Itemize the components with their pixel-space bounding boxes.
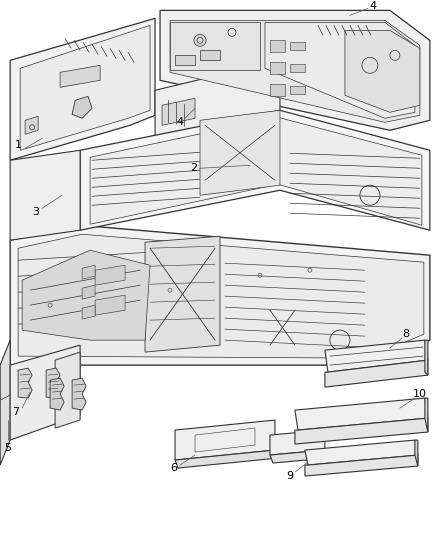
Polygon shape [175, 450, 278, 468]
Polygon shape [270, 41, 285, 52]
Polygon shape [160, 10, 430, 130]
Polygon shape [95, 265, 125, 285]
Text: 4: 4 [177, 117, 184, 127]
Polygon shape [72, 378, 86, 410]
Polygon shape [10, 150, 80, 240]
Polygon shape [145, 236, 220, 352]
Polygon shape [425, 398, 428, 432]
Text: 4: 4 [369, 2, 376, 11]
Polygon shape [265, 22, 415, 118]
Polygon shape [82, 285, 95, 299]
Polygon shape [170, 20, 420, 122]
Polygon shape [80, 110, 430, 230]
Polygon shape [175, 55, 195, 66]
Polygon shape [155, 60, 280, 160]
Text: 3: 3 [32, 207, 39, 217]
Polygon shape [162, 98, 195, 125]
Polygon shape [270, 450, 328, 463]
Polygon shape [170, 22, 260, 70]
Polygon shape [10, 345, 80, 440]
Polygon shape [270, 430, 325, 455]
Polygon shape [270, 84, 285, 96]
Polygon shape [290, 64, 305, 72]
Polygon shape [82, 265, 95, 279]
Polygon shape [20, 26, 150, 150]
Polygon shape [305, 455, 418, 476]
Polygon shape [72, 96, 92, 118]
Polygon shape [46, 368, 60, 398]
Text: 6: 6 [170, 463, 177, 473]
Polygon shape [175, 420, 275, 460]
Polygon shape [415, 440, 418, 466]
Text: 5: 5 [5, 443, 12, 453]
Polygon shape [55, 352, 80, 428]
Polygon shape [0, 340, 10, 465]
Polygon shape [25, 116, 38, 134]
Text: 10: 10 [413, 389, 427, 399]
Polygon shape [200, 110, 280, 195]
Polygon shape [290, 42, 305, 50]
Text: 7: 7 [13, 407, 20, 417]
Polygon shape [95, 295, 125, 315]
Polygon shape [10, 18, 155, 160]
Polygon shape [10, 225, 430, 365]
Polygon shape [270, 62, 285, 74]
Polygon shape [325, 340, 428, 372]
Polygon shape [50, 378, 64, 410]
Circle shape [194, 34, 206, 46]
Polygon shape [425, 340, 428, 375]
Polygon shape [18, 234, 424, 358]
Polygon shape [18, 368, 32, 398]
Polygon shape [295, 418, 428, 444]
Text: 2: 2 [191, 163, 198, 173]
Text: 1: 1 [14, 140, 21, 150]
Polygon shape [325, 360, 428, 387]
Polygon shape [305, 440, 418, 465]
Polygon shape [345, 30, 420, 112]
Text: 8: 8 [403, 329, 410, 339]
Polygon shape [290, 86, 305, 94]
Polygon shape [60, 66, 100, 87]
Text: 9: 9 [286, 471, 293, 481]
Polygon shape [200, 50, 220, 60]
Polygon shape [295, 398, 428, 430]
Polygon shape [22, 250, 150, 340]
Polygon shape [90, 117, 422, 225]
Polygon shape [82, 305, 95, 319]
